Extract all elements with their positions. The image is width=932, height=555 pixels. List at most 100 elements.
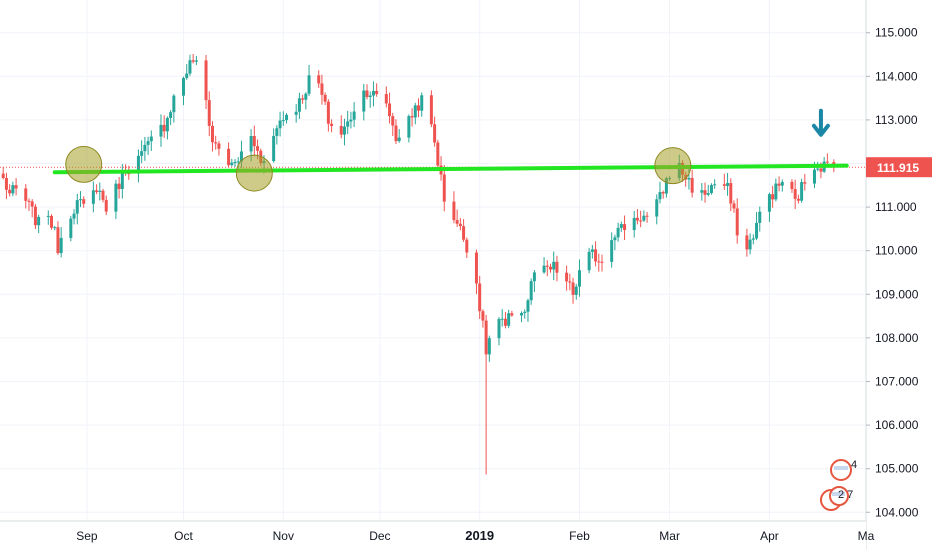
candle-body <box>658 192 662 200</box>
candle <box>616 222 620 242</box>
candle-body <box>616 227 620 238</box>
candle-body <box>252 136 256 147</box>
candle <box>800 178 804 203</box>
candle-body <box>82 199 86 204</box>
candle <box>433 116 437 147</box>
time-axis[interactable] <box>0 521 866 550</box>
candle <box>37 214 41 234</box>
candle-body <box>194 60 198 62</box>
support-line[interactable] <box>52 163 849 175</box>
x-tick-label: Dec <box>369 529 390 543</box>
candle <box>587 247 591 274</box>
candle-body <box>188 60 192 74</box>
candle <box>143 136 147 161</box>
candle-body <box>69 218 73 238</box>
x-tick-label: Mar <box>659 529 680 543</box>
candle <box>735 198 739 244</box>
candles <box>1 53 836 475</box>
candle <box>75 193 79 225</box>
candle-body <box>120 170 124 189</box>
candle-body <box>165 117 169 132</box>
candle-body <box>249 136 253 152</box>
candle <box>217 140 221 156</box>
candle <box>375 83 379 97</box>
candle <box>455 209 459 227</box>
candle-body <box>410 116 414 118</box>
candle <box>46 210 50 225</box>
candle-body <box>780 181 784 186</box>
highlight-circle[interactable] <box>235 154 273 192</box>
candle <box>182 76 186 106</box>
candle-body <box>98 190 102 192</box>
candle-body <box>433 124 437 143</box>
candle <box>484 314 488 475</box>
candle <box>317 70 321 88</box>
candle <box>326 99 330 132</box>
candle <box>394 119 398 145</box>
down-arrow-icon[interactable] <box>811 108 830 137</box>
highlight-circle[interactable] <box>654 147 692 185</box>
candle-body <box>204 60 208 101</box>
candle-body <box>552 261 556 270</box>
candle <box>349 111 353 129</box>
event-flags[interactable]: 4 2 7 <box>820 459 857 511</box>
candle-body <box>320 83 324 95</box>
candle-body <box>33 206 37 226</box>
arrow-head <box>811 123 830 137</box>
y-tick-label: 110.000 <box>875 244 918 258</box>
y-tick-label: 111.000 <box>875 200 917 214</box>
x-tick-label: Nov <box>273 529 294 543</box>
candle <box>729 178 733 212</box>
flag-upper[interactable]: 4 <box>830 459 857 481</box>
candle-body <box>394 125 398 142</box>
flag-stripe <box>834 466 848 470</box>
candle-body <box>297 98 301 112</box>
candle <box>117 177 121 199</box>
candle-body <box>1 173 5 178</box>
candle-body <box>27 200 31 202</box>
candle <box>474 249 478 294</box>
candle <box>420 92 424 117</box>
candle-body <box>397 137 401 142</box>
candle-body <box>661 192 665 194</box>
candle <box>365 84 369 100</box>
candle-body <box>4 177 8 190</box>
candle-body <box>78 199 82 201</box>
candle <box>623 215 627 240</box>
candle <box>53 225 57 231</box>
candle <box>613 234 617 251</box>
candle <box>230 158 234 167</box>
y-tick-label: 104.000 <box>875 505 919 519</box>
candle-body <box>619 224 623 228</box>
candle-body <box>101 190 105 200</box>
highlight-circle[interactable] <box>65 145 103 183</box>
candle-body <box>227 148 231 166</box>
flag-lower[interactable]: 2 7 <box>820 486 853 511</box>
candle <box>555 255 559 282</box>
candle <box>545 260 549 277</box>
candle <box>777 176 781 192</box>
candle <box>574 283 578 300</box>
candle <box>1 166 5 180</box>
candle <box>767 192 771 222</box>
candle <box>30 199 34 218</box>
candle-body <box>285 114 289 121</box>
y-tick-label: 106.000 <box>875 418 919 432</box>
candle-body <box>413 105 417 118</box>
candle-body <box>687 177 691 180</box>
candle-body <box>529 281 533 301</box>
candle <box>59 227 63 258</box>
candle-body <box>342 126 346 135</box>
candle <box>645 212 649 223</box>
candle <box>520 311 524 323</box>
candle-body <box>326 101 330 124</box>
candle-body <box>632 217 636 231</box>
candle-body <box>233 161 237 163</box>
price-axis[interactable] <box>866 0 932 550</box>
candle-body <box>690 177 694 193</box>
candle <box>227 142 231 168</box>
candle-body <box>14 185 18 189</box>
candle <box>188 54 192 76</box>
candle-body <box>532 272 536 282</box>
